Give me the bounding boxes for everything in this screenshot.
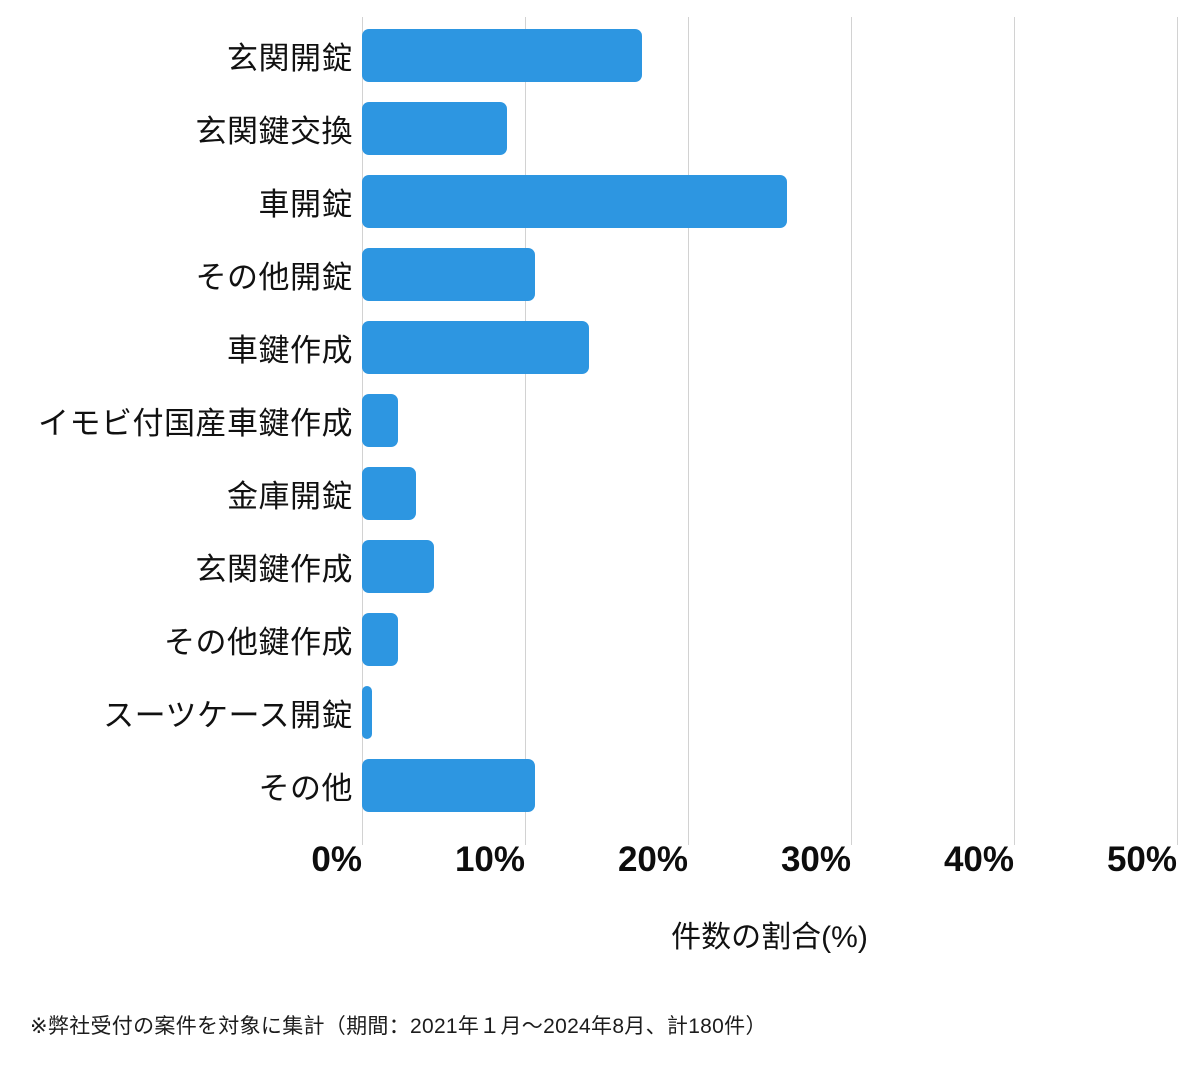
bar-track bbox=[362, 686, 1177, 739]
bar-rows: 玄関開錠玄関鍵交換車開錠その他開錠車鍵作成イモビ付国産車鍵作成金庫開錠玄関鍵作成… bbox=[0, 19, 1177, 822]
bar-row: 玄関鍵作成 bbox=[0, 530, 1177, 603]
bar-track bbox=[362, 540, 1177, 593]
bar-row: 玄関開錠 bbox=[0, 19, 1177, 92]
x-tick-label: 50% bbox=[1106, 840, 1177, 879]
x-axis-ticks: 0% 10% 20% 30% 40% 50% bbox=[0, 840, 1200, 886]
bar-row: その他鍵作成 bbox=[0, 603, 1177, 676]
bar-track bbox=[362, 467, 1177, 520]
bar-track bbox=[362, 29, 1177, 82]
footnote: ※弊社受付の案件を対象に集計（期間：2021年１月～2024年8月、計180件） bbox=[30, 1015, 767, 1038]
category-label: 玄関鍵作成 bbox=[195, 552, 353, 587]
category-label: 車鍵作成 bbox=[227, 333, 353, 368]
bar-track bbox=[362, 102, 1177, 155]
x-tick-label: 40% bbox=[943, 840, 1014, 879]
x-tick-label: 10% bbox=[454, 840, 525, 879]
bar bbox=[362, 686, 372, 739]
bar-row: 車開錠 bbox=[0, 165, 1177, 238]
x-tick-label: 20% bbox=[617, 840, 688, 879]
gridline bbox=[688, 17, 689, 845]
bar-track bbox=[362, 394, 1177, 447]
category-label: 玄関鍵交換 bbox=[195, 114, 353, 149]
category-label: スーツケース開錠 bbox=[103, 698, 353, 733]
x-axis-title: 件数の割合(%) bbox=[671, 921, 868, 954]
bar bbox=[362, 29, 643, 82]
category-label: 金庫開錠 bbox=[227, 479, 353, 514]
bar-track bbox=[362, 321, 1177, 374]
bar bbox=[362, 102, 508, 155]
bar bbox=[362, 394, 398, 447]
bar bbox=[362, 321, 589, 374]
bar-track bbox=[362, 613, 1177, 666]
bar-track bbox=[362, 248, 1177, 301]
bar-row: その他 bbox=[0, 749, 1177, 822]
gridline bbox=[1177, 17, 1178, 845]
bar-track bbox=[362, 175, 1177, 228]
bar bbox=[362, 540, 434, 593]
bar bbox=[362, 248, 535, 301]
category-label: その他 bbox=[258, 771, 353, 806]
category-label: その他鍵作成 bbox=[164, 625, 353, 660]
bar-track bbox=[362, 759, 1177, 812]
category-label: 車開錠 bbox=[258, 187, 353, 222]
bar bbox=[362, 759, 535, 812]
bar-row: 車鍵作成 bbox=[0, 311, 1177, 384]
gridline bbox=[851, 17, 852, 845]
category-label: その他開錠 bbox=[195, 260, 353, 295]
bar-row: イモビ付国産車鍵作成 bbox=[0, 384, 1177, 457]
bar-row: 金庫開錠 bbox=[0, 457, 1177, 530]
x-tick-label: 30% bbox=[780, 840, 851, 879]
bar-row: スーツケース開錠 bbox=[0, 676, 1177, 749]
category-label: イモビ付国産車鍵作成 bbox=[38, 406, 353, 441]
x-tick-label: 0% bbox=[311, 840, 362, 879]
gridline bbox=[525, 17, 526, 845]
bar-row: その他開錠 bbox=[0, 238, 1177, 311]
gridline bbox=[1014, 17, 1015, 845]
bar bbox=[362, 467, 416, 520]
bar bbox=[362, 175, 788, 228]
bar bbox=[362, 613, 398, 666]
bar-row: 玄関鍵交換 bbox=[0, 92, 1177, 165]
category-label: 玄関開錠 bbox=[227, 41, 353, 76]
